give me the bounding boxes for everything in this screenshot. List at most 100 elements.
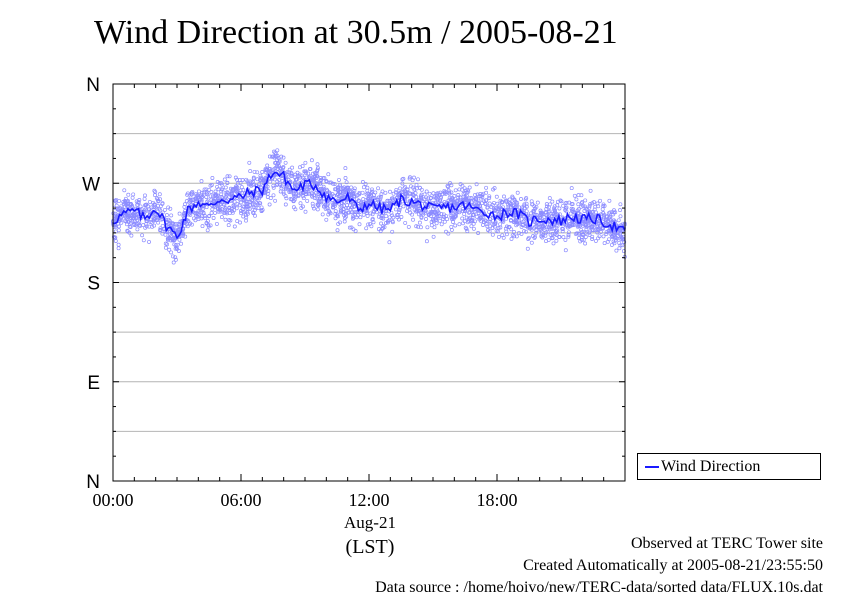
scatter-point bbox=[536, 225, 541, 230]
scatter-point bbox=[137, 223, 142, 228]
scatter-point bbox=[225, 190, 230, 195]
scatter-point bbox=[269, 170, 274, 175]
scatter-point bbox=[611, 232, 616, 237]
scatter-point bbox=[424, 217, 428, 221]
scatter-point bbox=[420, 199, 425, 204]
scatter-point bbox=[294, 177, 299, 182]
scatter-point bbox=[128, 201, 133, 206]
scatter-point bbox=[232, 205, 237, 210]
scatter-point bbox=[457, 222, 462, 227]
scatter-point bbox=[441, 216, 445, 221]
scatter-point bbox=[195, 193, 199, 198]
scatter-point bbox=[434, 221, 439, 226]
scatter-point bbox=[298, 165, 302, 170]
scatter-point bbox=[324, 217, 329, 222]
scatter-point bbox=[579, 193, 584, 198]
scatter-point bbox=[254, 200, 258, 205]
scatter-point bbox=[354, 210, 359, 215]
scatter-point bbox=[396, 212, 401, 217]
scatter-point bbox=[579, 204, 584, 209]
scatter-point bbox=[517, 221, 522, 226]
scatter-point bbox=[279, 154, 284, 159]
scatter-point bbox=[129, 233, 134, 238]
scatter-point bbox=[306, 171, 311, 176]
y-tick-label: N bbox=[86, 75, 100, 96]
scatter-point bbox=[296, 193, 301, 198]
scatter-point bbox=[435, 198, 440, 203]
scatter-point bbox=[469, 224, 474, 229]
scatter-point bbox=[428, 195, 433, 200]
scatter-point bbox=[343, 211, 348, 216]
scatter-point bbox=[449, 190, 454, 195]
scatter-point bbox=[514, 223, 519, 228]
scatter-point bbox=[320, 212, 325, 217]
scatter-point bbox=[534, 230, 539, 235]
scatter-point bbox=[582, 209, 587, 213]
scatter-point bbox=[267, 202, 272, 207]
scatter-point bbox=[180, 233, 185, 238]
scatter-point bbox=[207, 214, 211, 219]
scatter-point bbox=[458, 182, 463, 187]
scatter-point bbox=[504, 232, 509, 237]
scatter-point bbox=[449, 211, 454, 216]
scatter-point bbox=[311, 204, 316, 209]
scatter-point bbox=[330, 192, 335, 197]
scatter-point bbox=[223, 217, 228, 222]
scatter-point bbox=[601, 211, 606, 216]
scatter-point bbox=[576, 202, 581, 207]
scatter-point bbox=[563, 237, 568, 242]
scatter-point bbox=[235, 181, 240, 186]
scatter-point bbox=[504, 199, 508, 204]
chart-title: Wind Direction at 30.5m / 2005-08-21 bbox=[94, 14, 618, 51]
scatter-point bbox=[218, 209, 223, 214]
scatter-point bbox=[255, 170, 260, 175]
scatter-point bbox=[376, 195, 381, 200]
scatter-point bbox=[225, 181, 230, 185]
scatter-point bbox=[456, 193, 461, 197]
scatter-point bbox=[396, 193, 401, 198]
scatter-point bbox=[465, 229, 470, 234]
scatter-point bbox=[251, 210, 255, 215]
scatter-point bbox=[590, 237, 595, 241]
scatter-point bbox=[127, 230, 132, 235]
scatter-point bbox=[551, 212, 556, 217]
scatter-point bbox=[578, 239, 583, 244]
scatter-point bbox=[484, 222, 489, 227]
scatter-point bbox=[563, 223, 568, 228]
scatter-point bbox=[203, 216, 208, 221]
scatter-point bbox=[548, 232, 553, 237]
scatter-point bbox=[514, 234, 519, 239]
scatter-point bbox=[327, 209, 332, 214]
scatter-point bbox=[391, 215, 396, 220]
scatter-point bbox=[204, 187, 209, 192]
scatter-point bbox=[295, 177, 299, 182]
scatter-point bbox=[248, 182, 253, 187]
scatter-point bbox=[233, 188, 238, 193]
scatter-point bbox=[410, 178, 415, 183]
scatter-point bbox=[270, 168, 275, 173]
scatter-point bbox=[234, 184, 239, 189]
scatter-point bbox=[241, 214, 246, 219]
scatter-point bbox=[301, 196, 306, 201]
scatter-point bbox=[361, 185, 366, 190]
scatter-point bbox=[315, 162, 320, 167]
scatter-point bbox=[219, 192, 224, 197]
scatter-point bbox=[113, 198, 118, 203]
scatter-point bbox=[416, 177, 420, 182]
scatter-point bbox=[360, 180, 365, 184]
scatter-point bbox=[142, 196, 147, 201]
scatter-point bbox=[598, 230, 603, 234]
scatter-point bbox=[197, 213, 202, 218]
scatter-point bbox=[351, 214, 356, 219]
scatter-point bbox=[616, 218, 621, 223]
scatter-point bbox=[223, 194, 228, 199]
scatter-point bbox=[569, 186, 574, 191]
scatter-point bbox=[143, 207, 148, 212]
scatter-point bbox=[254, 195, 259, 200]
scatter-point bbox=[291, 199, 296, 204]
scatter-point bbox=[231, 203, 236, 208]
scatter-point bbox=[144, 208, 149, 213]
scatter-point bbox=[465, 199, 470, 204]
scatter-point bbox=[526, 237, 531, 241]
scatter-point bbox=[414, 208, 419, 213]
